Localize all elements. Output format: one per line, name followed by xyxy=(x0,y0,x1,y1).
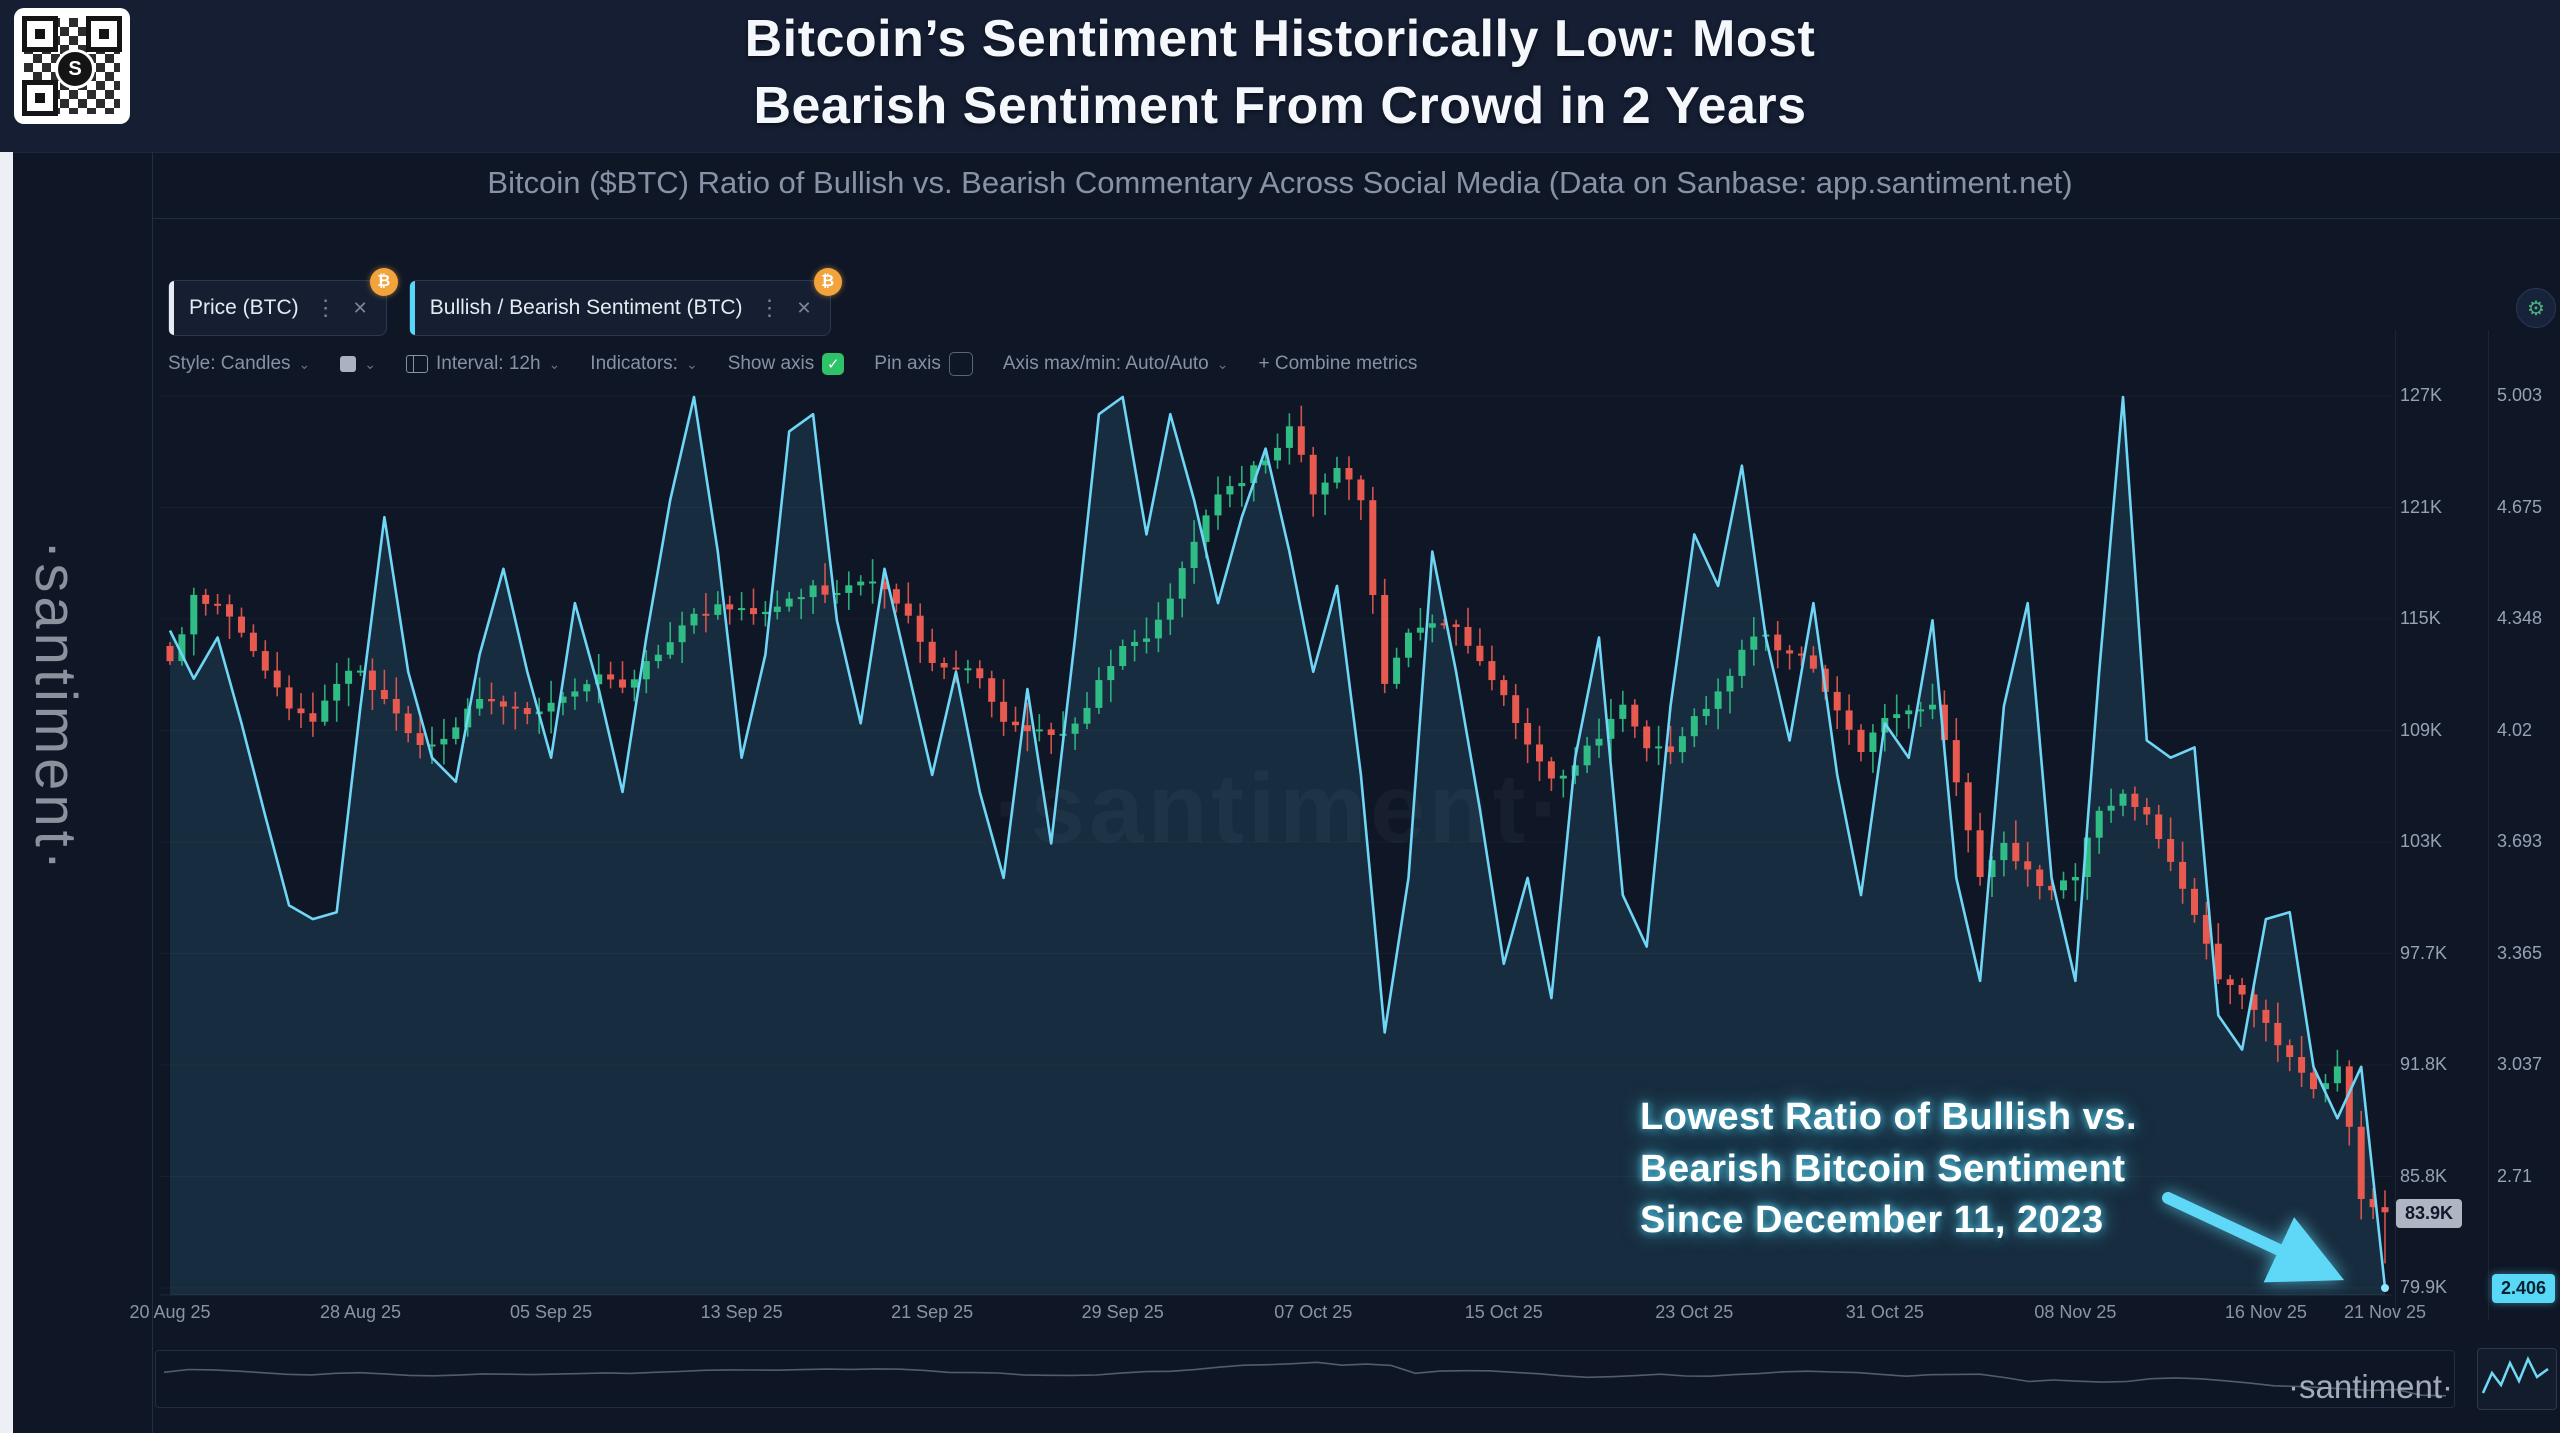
chevron-down-icon: ⌄ xyxy=(298,355,311,372)
tab-close-icon[interactable]: ✕ xyxy=(352,297,368,318)
date-axis-label: 15 Oct 25 xyxy=(1464,1302,1543,1322)
axis-separator xyxy=(2488,330,2489,1320)
chevron-down-icon: ⌄ xyxy=(548,355,561,372)
page-subtitle: Bitcoin ($BTC) Ratio of Bullish vs. Bear… xyxy=(487,165,2073,200)
date-axis-label: 20 Aug 25 xyxy=(129,1302,211,1322)
price-axis-label: 127K xyxy=(2400,385,2443,405)
bitcoin-badge-icon: ₿ xyxy=(813,268,842,296)
mini-preview[interactable] xyxy=(2477,1348,2557,1410)
sentiment-axis-label: 4.348 xyxy=(2497,608,2543,628)
bitcoin-badge-icon: ₿ xyxy=(369,268,398,296)
sidebar-divider xyxy=(152,152,153,1433)
pin-axis-toggle[interactable]: Pin axis xyxy=(874,352,973,376)
annotation-line: Bearish Bitcoin Sentiment xyxy=(1640,1147,2126,1190)
color-swatch-selector[interactable]: ⌄ xyxy=(340,356,376,373)
chart-toolbar: Style: Candles ⌄ ⌄ Interval: 12h ⌄ Indicat… xyxy=(168,352,1417,376)
annotation-line: Since December 11, 2023 xyxy=(1640,1199,2104,1242)
date-axis-label: 21 Sep 25 xyxy=(891,1302,974,1322)
date-axis-label: 28 Aug 25 xyxy=(319,1302,402,1322)
tab-close-icon[interactable]: ✕ xyxy=(796,297,812,318)
checkbox-checked-icon[interactable]: ✓ xyxy=(822,353,845,375)
tab-menu-icon[interactable]: ⋮ xyxy=(314,295,337,320)
timeline-navigator[interactable] xyxy=(155,1350,2455,1408)
date-axis-label: 13 Sep 25 xyxy=(700,1302,783,1322)
price-axis-label: 103K xyxy=(2400,831,2443,851)
sentiment-axis-label: 5.003 xyxy=(2497,385,2543,405)
santiment-logo: ·santiment· xyxy=(2288,1368,2454,1405)
tab-label: Bullish / Bearish Sentiment (BTC) xyxy=(429,296,743,319)
price-axis-label: 121K xyxy=(2400,496,2443,517)
header: S Bitcoin’s Sentiment Historically Low: … xyxy=(0,0,2560,153)
settings-gear-button[interactable]: ⚙ xyxy=(2516,288,2556,328)
annotation-line: Lowest Ratio of Bullish vs. xyxy=(1640,1096,2137,1138)
date-axis-label: 16 Nov 25 xyxy=(2224,1302,2307,1322)
date-axis-label: 23 Oct 25 xyxy=(1655,1302,1734,1322)
qr-finder-icon xyxy=(22,16,58,52)
price-sentiment-chart[interactable] xyxy=(155,330,2395,1320)
sentiment-axis-label: 4.02 xyxy=(2497,719,2533,740)
date-axis-label: 05 Sep 25 xyxy=(510,1302,593,1322)
tab-menu-icon[interactable]: ⋮ xyxy=(758,295,781,320)
axis-maxmin-selector[interactable]: Axis max/min: Auto/Auto ⌄ xyxy=(1002,353,1229,374)
metric-tabs: Price (BTC) ⋮ ✕ ₿ Bullish / Bearish Sent… xyxy=(168,268,842,336)
current-sentiment-badge: 2.406 xyxy=(2492,1274,2556,1303)
axis-separator xyxy=(2395,330,2396,1320)
vertical-santiment-text: ·santiment· xyxy=(23,540,88,875)
price-axis-label: 109K xyxy=(2400,719,2443,740)
tab-accent-bar xyxy=(409,281,415,335)
style-selector[interactable]: Style: Candles ⌄ xyxy=(168,353,311,374)
current-price-badge: 83.9K xyxy=(2396,1199,2463,1228)
sentiment-axis-label: 3.037 xyxy=(2497,1054,2543,1074)
left-edge-strip xyxy=(0,152,13,1433)
sentiment-axis-label: 4.675 xyxy=(2497,496,2543,517)
annotation-callout: Lowest Ratio of Bullish vs. Bearish Bitc… xyxy=(1640,1092,2137,1247)
page-title: Bitcoin’s Sentiment Historically Low: Mo… xyxy=(744,10,1816,135)
sentiment-axis-label: 3.365 xyxy=(2497,942,2543,963)
interval-icon xyxy=(405,355,428,373)
header-divider xyxy=(153,218,2560,219)
date-axis-label: 21 Nov 25 xyxy=(2343,1302,2427,1322)
indicators-selector[interactable]: Indicators: ⌄ xyxy=(590,353,698,374)
mini-preview-sparkline xyxy=(2481,1355,2549,1394)
color-swatch-icon xyxy=(340,356,357,372)
interval-button[interactable]: Interval: 12h ⌄ xyxy=(405,353,561,375)
sentiment-axis-label: 3.693 xyxy=(2497,831,2543,851)
price-axis-label: 115K xyxy=(2400,608,2441,628)
santiment-s-logo-icon: S xyxy=(55,49,95,89)
tab-price-btc[interactable]: Price (BTC) ⋮ ✕ ₿ xyxy=(168,268,398,336)
tab-accent-bar xyxy=(169,281,174,335)
date-axis-label: 08 Nov 25 xyxy=(2034,1302,2117,1322)
price-axis-label: 97.7K xyxy=(2400,942,2448,963)
sentiment-axis-label: 2.71 xyxy=(2497,1165,2533,1186)
checkbox-empty-icon[interactable] xyxy=(948,352,973,376)
date-axis-label: 29 Sep 25 xyxy=(1081,1302,1164,1322)
date-axis-label: 07 Oct 25 xyxy=(1274,1302,1353,1322)
chevron-down-icon: ⌄ xyxy=(1216,355,1229,372)
date-axis-label: 31 Oct 25 xyxy=(1845,1302,1924,1322)
chevron-down-icon: ⌄ xyxy=(364,355,376,372)
price-axis-label: 85.8K xyxy=(2400,1165,2448,1186)
combine-metrics-button[interactable]: + Combine metrics xyxy=(1258,353,1418,374)
qr-finder-icon xyxy=(86,16,122,52)
price-axis-label: 79.9K xyxy=(2400,1277,2448,1297)
qr-code: S xyxy=(14,8,130,124)
price-axis-label: 91.8K xyxy=(2400,1054,2448,1074)
qr-finder-icon xyxy=(22,80,58,116)
tab-bullish-bearish-sentiment-btc[interactable]: Bullish / Bearish Sentiment (BTC) ⋮ ✕ ₿ xyxy=(408,268,842,336)
chevron-down-icon: ⌄ xyxy=(685,355,698,372)
show-axis-toggle[interactable]: Show axis ✓ xyxy=(728,353,845,375)
navigator-sparkline xyxy=(163,1361,2447,1397)
tab-label: Price (BTC) xyxy=(189,296,299,319)
